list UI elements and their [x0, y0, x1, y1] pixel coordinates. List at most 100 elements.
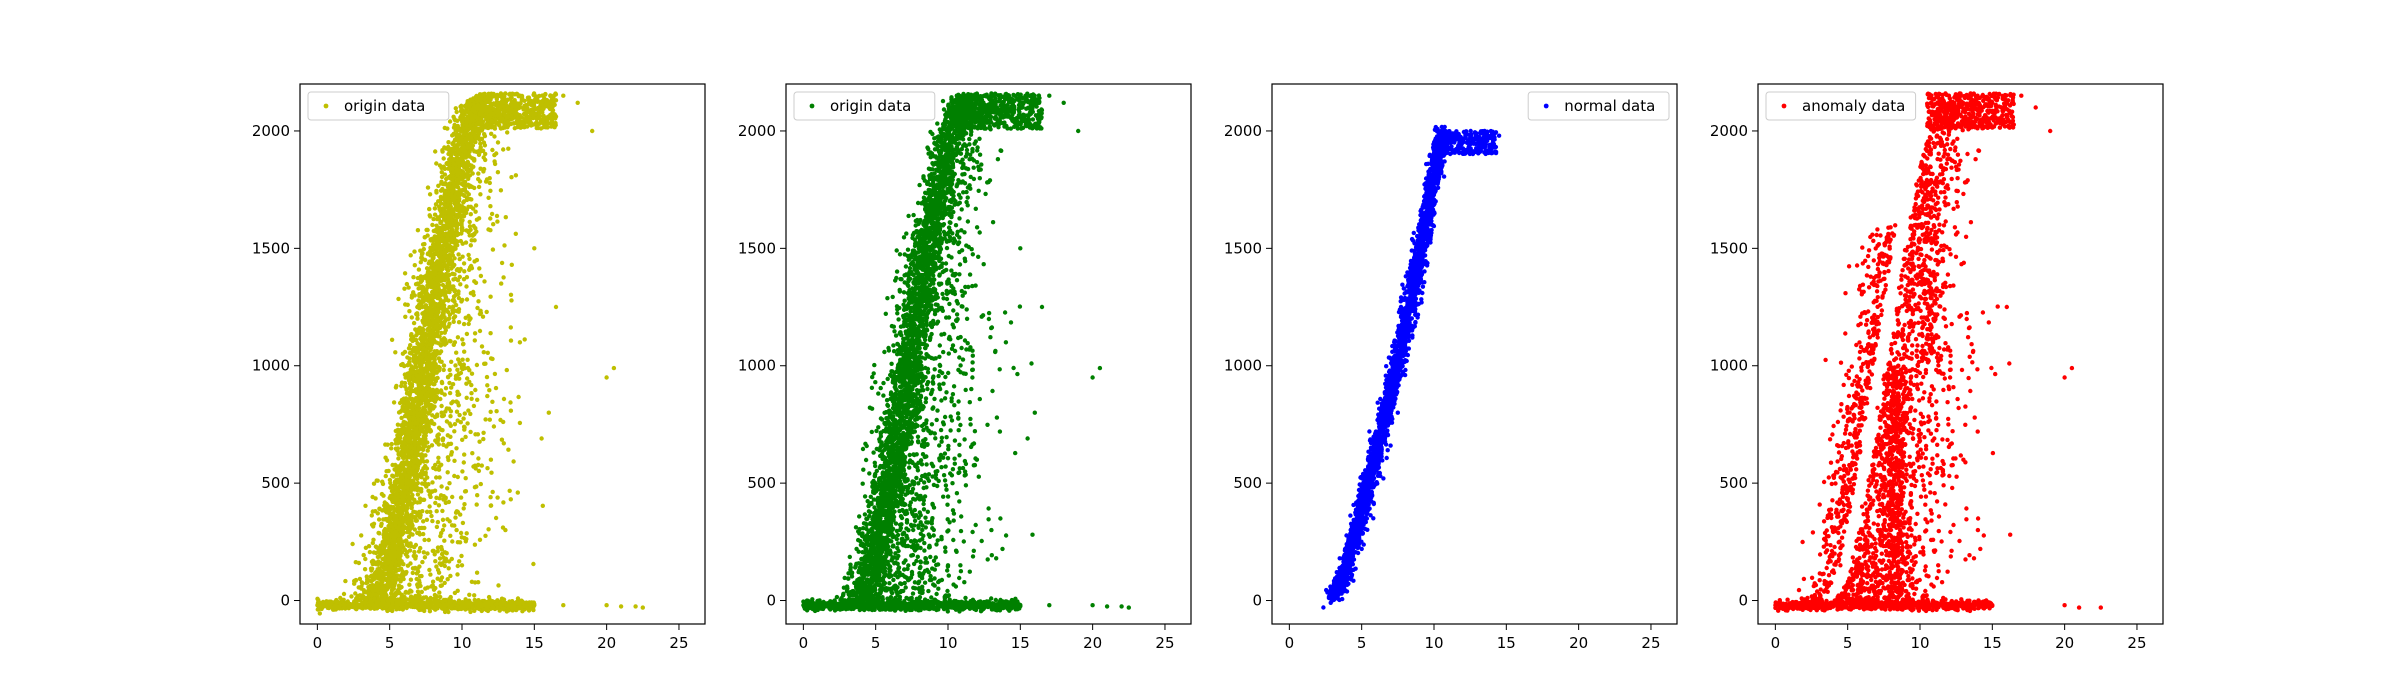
data-point	[442, 288, 447, 293]
data-point	[457, 412, 462, 418]
data-point	[399, 519, 404, 524]
data-point	[383, 532, 388, 537]
data-point	[402, 406, 408, 411]
data-point	[425, 328, 430, 333]
data-point	[486, 527, 491, 532]
data-point	[442, 523, 447, 528]
data-point	[481, 436, 486, 442]
data-point	[472, 542, 478, 547]
data-point	[415, 589, 421, 594]
data-point	[447, 481, 452, 486]
data-point	[490, 599, 495, 604]
data-point	[437, 561, 442, 566]
data-point	[491, 222, 496, 227]
data-point	[436, 455, 441, 460]
data-point	[455, 172, 460, 178]
data-point	[453, 137, 458, 143]
data-point	[395, 603, 400, 609]
data-point	[399, 443, 405, 449]
data-point	[428, 275, 433, 280]
data-point	[604, 375, 609, 380]
data-point	[454, 109, 459, 115]
data-point	[457, 361, 463, 367]
data-point	[433, 314, 438, 319]
data-point	[426, 423, 431, 429]
data-point	[463, 434, 468, 440]
data-point	[421, 330, 426, 336]
data-point	[421, 595, 426, 600]
data-point	[433, 559, 438, 564]
data-point	[460, 119, 465, 124]
data-point	[477, 179, 483, 184]
data-point	[442, 251, 448, 256]
data-point	[407, 309, 412, 314]
data-point	[461, 199, 467, 204]
data-point	[404, 569, 409, 575]
data-point	[447, 231, 452, 237]
data-point	[395, 549, 401, 555]
data-point	[412, 360, 418, 365]
data-point	[389, 591, 394, 596]
data-point	[434, 440, 440, 445]
data-point	[358, 598, 363, 603]
data-point	[493, 385, 499, 391]
data-point	[418, 260, 423, 265]
data-point	[354, 596, 359, 601]
data-point	[423, 401, 429, 406]
data-point	[477, 266, 482, 271]
data-point	[454, 180, 460, 186]
data-point	[421, 519, 426, 524]
data-point	[453, 238, 458, 243]
data-point	[495, 495, 500, 500]
data-point	[436, 460, 441, 465]
data-point	[461, 321, 467, 327]
data-point	[428, 572, 433, 577]
data-point	[426, 269, 432, 275]
data-point	[384, 583, 389, 588]
data-point	[447, 119, 453, 124]
data-point	[486, 594, 492, 600]
data-point	[472, 338, 477, 343]
data-point	[464, 297, 470, 302]
data-point	[496, 583, 501, 588]
data-point	[483, 417, 488, 422]
data-point	[356, 585, 361, 590]
data-point	[461, 506, 466, 511]
data-point	[421, 497, 427, 502]
data-point	[449, 523, 455, 528]
data-point	[392, 497, 397, 502]
data-point	[439, 174, 445, 180]
data-point	[446, 140, 451, 145]
data-point	[466, 408, 471, 413]
data-point	[409, 589, 414, 594]
data-point	[435, 328, 440, 334]
data-point	[373, 509, 378, 514]
data-point	[368, 574, 373, 579]
data-point	[426, 488, 431, 493]
data-point	[439, 380, 445, 386]
data-point	[448, 441, 454, 446]
data-point	[457, 274, 462, 280]
data-point	[394, 544, 399, 550]
data-point	[449, 359, 454, 364]
data-point	[453, 302, 459, 308]
data-point	[431, 318, 437, 324]
data-point	[397, 400, 403, 406]
data-point	[404, 387, 409, 392]
data-point	[418, 427, 423, 432]
data-point	[501, 419, 506, 425]
data-point	[428, 338, 433, 343]
data-point	[413, 389, 418, 394]
data-point	[445, 470, 450, 475]
data-point	[389, 337, 395, 342]
data-point	[404, 506, 410, 511]
data-point	[469, 238, 474, 243]
data-point	[376, 517, 382, 522]
data-point	[447, 421, 452, 426]
data-point	[417, 496, 423, 501]
data-point	[418, 360, 423, 365]
data-point	[422, 235, 427, 240]
data-point	[413, 439, 419, 445]
data-point	[390, 473, 395, 478]
data-point	[383, 527, 389, 532]
